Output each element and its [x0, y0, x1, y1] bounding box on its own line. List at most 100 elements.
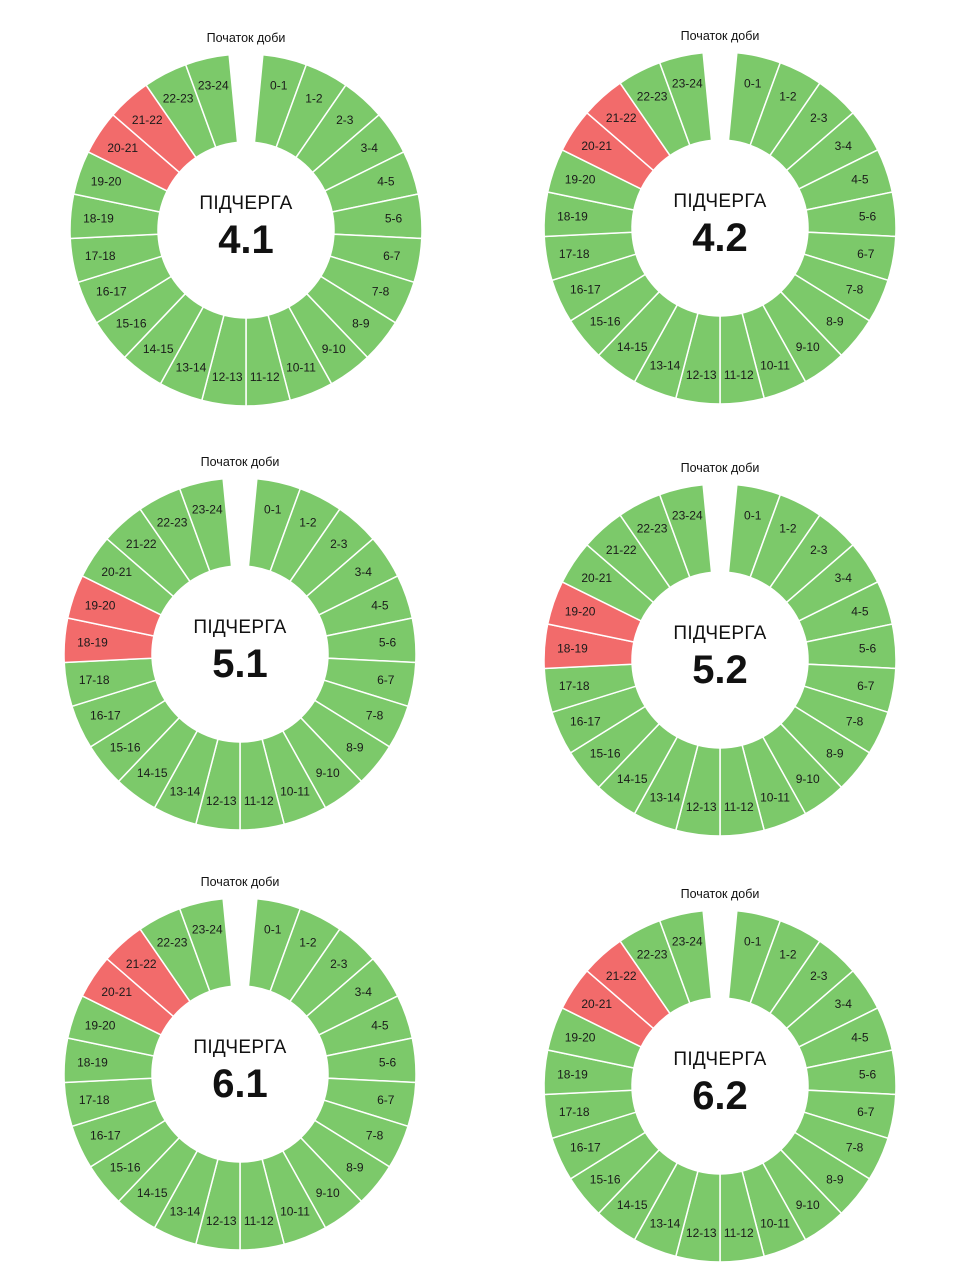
slice-label-19-20: 19-20	[85, 599, 116, 613]
slice-label-23-24: 23-24	[672, 509, 703, 523]
slice-label-5-6: 5-6	[385, 211, 403, 225]
slice-label-23-24: 23-24	[672, 77, 703, 91]
slice-label-4-5: 4-5	[377, 175, 395, 189]
slice-label-14-15: 14-15	[617, 772, 648, 786]
slice-label-13-14: 13-14	[176, 360, 207, 374]
slice-label-0-1: 0-1	[270, 79, 288, 93]
slice-label-17-18: 17-18	[559, 247, 590, 261]
subgroup-number: 4.2	[692, 216, 748, 260]
slice-label-4-5: 4-5	[851, 605, 869, 619]
slice-label-21-22: 21-22	[126, 957, 157, 971]
slice-label-19-20: 19-20	[565, 1031, 596, 1045]
subgroup-caption: ПІДЧЕРГА	[193, 1037, 286, 1058]
slice-23-24-power	[184, 53, 239, 149]
slice-label-4-5: 4-5	[371, 1019, 389, 1033]
day-start-label: Початок доби	[201, 875, 280, 889]
subgroup-caption: ПІДЧЕРГА	[193, 617, 286, 638]
day-start-label: Початок доби	[207, 31, 286, 45]
slice-label-13-14: 13-14	[650, 358, 681, 372]
slice-label-4-5: 4-5	[851, 173, 869, 187]
slice-label-22-23: 22-23	[637, 521, 668, 535]
slice-label-15-16: 15-16	[590, 314, 621, 328]
slice-label-7-8: 7-8	[846, 283, 864, 297]
slice-label-22-23: 22-23	[637, 89, 668, 103]
slice-label-5-6: 5-6	[859, 641, 877, 655]
slice-label-2-3: 2-3	[810, 543, 828, 557]
slice-label-9-10: 9-10	[316, 766, 340, 780]
slice-label-20-21: 20-21	[101, 565, 132, 579]
slice-label-2-3: 2-3	[330, 537, 348, 551]
slice-label-2-3: 2-3	[336, 113, 354, 127]
day-start-label: Початок доби	[681, 887, 760, 901]
subgroup-caption: ПІДЧЕРГА	[673, 1049, 766, 1070]
slice-label-12-13: 12-13	[686, 1226, 717, 1240]
donut-chart: 0-1 1-2 2-3 3-4 4-5 5-6 6-7 7-8 8-9 9-10 10-11 11-1…	[543, 29, 897, 405]
slice-label-13-14: 13-14	[170, 784, 201, 798]
slice-label-6-7: 6-7	[383, 249, 401, 263]
slice-label-7-8: 7-8	[366, 1129, 384, 1143]
chart-card-4-2: 0-1 1-2 2-3 3-4 4-5 5-6 6-7 7-8 8-9 9-10 10-11 11-1…	[510, 8, 930, 428]
slice-23-24-power	[658, 51, 713, 147]
slice-label-0-1: 0-1	[744, 77, 762, 91]
slice-label-17-18: 17-18	[559, 1105, 590, 1119]
chart-card-4-1: 0-1 1-2 2-3 3-4 4-5 5-6 6-7 7-8 8-9 9-10 10-11 11-1…	[36, 10, 456, 430]
slice-label-3-4: 3-4	[355, 985, 373, 999]
slice-label-15-16: 15-16	[116, 316, 147, 330]
slice-label-17-18: 17-18	[85, 249, 116, 263]
subgroup-number: 6.2	[692, 1074, 748, 1118]
day-start-label: Початок доби	[201, 455, 280, 469]
slice-label-18-19: 18-19	[83, 211, 114, 225]
slice-label-18-19: 18-19	[557, 209, 588, 223]
slice-label-12-13: 12-13	[206, 1214, 237, 1228]
donut-chart: 0-1 1-2 2-3 3-4 4-5 5-6 6-7 7-8 8-9 9-10 10-11 11-1…	[63, 875, 417, 1251]
subgroup-number: 5.1	[212, 642, 268, 686]
slice-label-15-16: 15-16	[590, 1172, 621, 1186]
slice-label-17-18: 17-18	[79, 673, 110, 687]
donut-chart: 0-1 1-2 2-3 3-4 4-5 5-6 6-7 7-8 8-9 9-10 10-11 11-1…	[69, 31, 423, 407]
slice-label-20-21: 20-21	[581, 997, 612, 1011]
slice-label-14-15: 14-15	[617, 340, 648, 354]
slice-label-9-10: 9-10	[316, 1186, 340, 1200]
slice-label-1-2: 1-2	[779, 89, 797, 103]
chart-card-5-2: 0-1 1-2 2-3 3-4 4-5 5-6 6-7 7-8 8-9 9-10 10-11 11-1…	[510, 440, 930, 860]
slice-label-6-7: 6-7	[857, 247, 875, 261]
slice-label-4-5: 4-5	[371, 599, 389, 613]
slice-label-2-3: 2-3	[810, 111, 828, 125]
slice-label-3-4: 3-4	[835, 997, 853, 1011]
slice-label-8-9: 8-9	[346, 740, 364, 754]
slice-label-18-19: 18-19	[557, 1067, 588, 1081]
slice-label-7-8: 7-8	[372, 285, 390, 299]
slice-label-5-6: 5-6	[379, 1055, 397, 1069]
slice-label-2-3: 2-3	[810, 969, 828, 983]
slice-label-16-17: 16-17	[90, 709, 121, 723]
slice-label-6-7: 6-7	[377, 1093, 395, 1107]
slice-label-1-2: 1-2	[299, 935, 317, 949]
slice-label-19-20: 19-20	[565, 173, 596, 187]
slice-label-9-10: 9-10	[796, 340, 820, 354]
donut-chart: 0-1 1-2 2-3 3-4 4-5 5-6 6-7 7-8 8-9 9-10 10-11 11-1…	[543, 461, 897, 837]
slice-label-17-18: 17-18	[559, 679, 590, 693]
slice-label-21-22: 21-22	[132, 113, 163, 127]
subgroup-number: 5.2	[692, 648, 748, 692]
slice-label-2-3: 2-3	[330, 957, 348, 971]
chart-card-5-1: 0-1 1-2 2-3 3-4 4-5 5-6 6-7 7-8 8-9 9-10 10-11 11-1…	[30, 434, 450, 854]
slice-label-15-16: 15-16	[110, 1160, 141, 1174]
slice-label-19-20: 19-20	[91, 175, 122, 189]
slice-label-0-1: 0-1	[264, 923, 282, 937]
slice-label-23-24: 23-24	[192, 923, 223, 937]
slice-label-16-17: 16-17	[96, 285, 127, 299]
slice-label-11-12: 11-12	[724, 1226, 754, 1240]
slice-label-5-6: 5-6	[379, 635, 397, 649]
slice-label-16-17: 16-17	[570, 1141, 601, 1155]
slice-label-14-15: 14-15	[617, 1198, 648, 1212]
chart-card-6-2: 0-1 1-2 2-3 3-4 4-5 5-6 6-7 7-8 8-9 9-10 10-11 11-1…	[510, 866, 930, 1286]
donut-chart: 0-1 1-2 2-3 3-4 4-5 5-6 6-7 7-8 8-9 9-10 10-11 11-1…	[543, 887, 897, 1263]
slice-label-20-21: 20-21	[101, 985, 132, 999]
slice-label-22-23: 22-23	[163, 91, 194, 105]
donut-chart: 0-1 1-2 2-3 3-4 4-5 5-6 6-7 7-8 8-9 9-10 10-11 11-1…	[63, 455, 417, 831]
slice-label-13-14: 13-14	[650, 790, 681, 804]
slice-label-10-11: 10-11	[760, 790, 790, 804]
slice-23-24-power	[658, 909, 713, 1005]
slice-label-23-24: 23-24	[198, 79, 229, 93]
slice-label-1-2: 1-2	[779, 521, 797, 535]
